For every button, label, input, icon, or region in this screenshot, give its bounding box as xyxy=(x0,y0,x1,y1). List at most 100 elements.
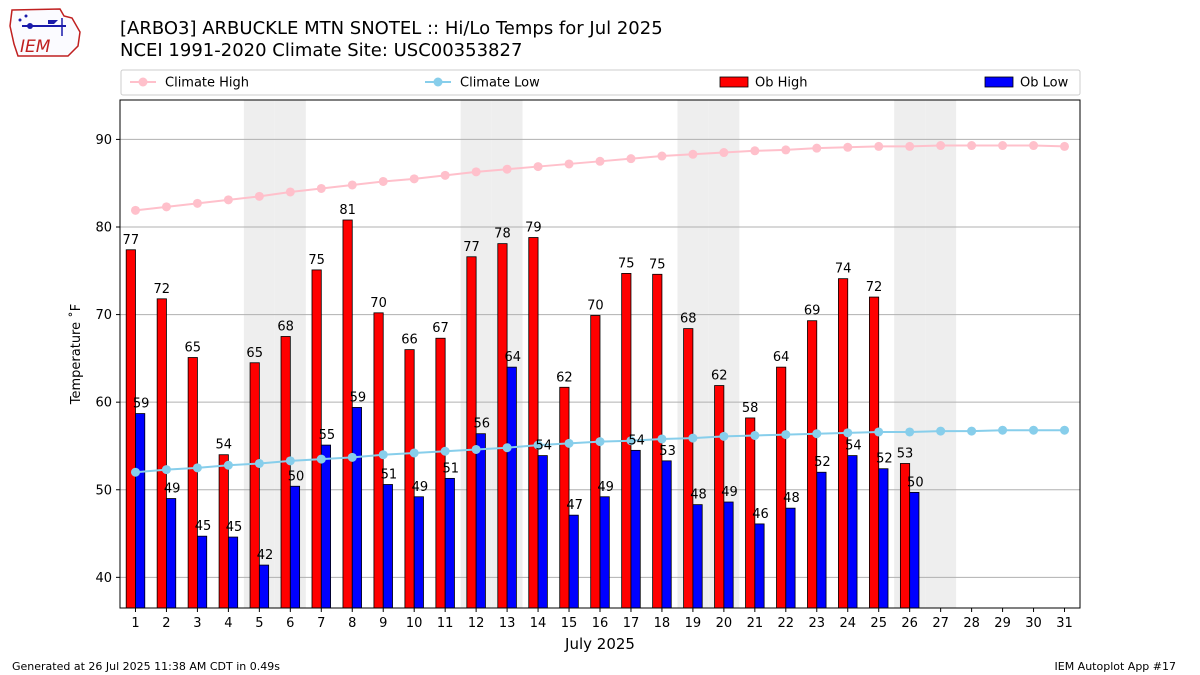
climate-high-point xyxy=(533,162,543,172)
ob-high-label: 75 xyxy=(308,253,325,268)
ob-low-bar-12 xyxy=(475,433,486,609)
ob-high-label: 54 xyxy=(215,438,232,453)
x-tick-label: 26 xyxy=(901,616,918,631)
x-tick-label: 7 xyxy=(317,616,325,631)
climate-high-point xyxy=(688,149,698,159)
ob-low-label: 48 xyxy=(783,491,800,506)
ob-high-label: 64 xyxy=(773,350,790,365)
climate-low-point xyxy=(936,426,946,436)
climate-lines xyxy=(130,141,1070,477)
weekend-band-27 xyxy=(925,100,957,608)
climate-high-point xyxy=(936,141,946,151)
climate-high-point xyxy=(564,159,574,169)
ob-low-label: 49 xyxy=(412,480,429,495)
climate-high-point xyxy=(316,183,326,193)
climate-low-point xyxy=(626,436,636,446)
y-axis-label: Temperature ˚F xyxy=(68,304,84,405)
x-tick-label: 29 xyxy=(994,616,1011,631)
ob-low-label: 49 xyxy=(597,480,614,495)
x-tick-label: 15 xyxy=(561,616,578,631)
ob-low-bar-4 xyxy=(227,536,239,609)
ob-low-bar-24 xyxy=(847,455,858,609)
ob-low-label: 51 xyxy=(443,461,460,476)
climate-high-point xyxy=(223,195,233,205)
x-tick-label: 2 xyxy=(162,616,170,631)
ob-low-bar-7 xyxy=(320,444,331,609)
climate-high-point xyxy=(626,154,636,164)
x-tick-label: 14 xyxy=(530,616,547,631)
ob-low-label: 64 xyxy=(504,350,521,365)
y-tick-label: 50 xyxy=(95,483,112,498)
ob-low-label: 55 xyxy=(319,428,336,443)
ob-high-label: 62 xyxy=(556,370,573,385)
climate-high-point xyxy=(719,148,729,158)
ob-high-label: 74 xyxy=(835,262,852,277)
y-gridlines xyxy=(120,138,1080,578)
climate-high-point xyxy=(285,187,295,197)
ob-high-bar-19 xyxy=(683,328,694,609)
climate-low-point xyxy=(812,429,822,439)
climate-low-point xyxy=(285,456,295,466)
ob-high-label: 75 xyxy=(649,257,666,272)
logo-text: IEM xyxy=(20,37,51,57)
ob-high-label: 67 xyxy=(432,321,449,336)
climate-low-point xyxy=(440,446,450,456)
x-tick-label: 6 xyxy=(286,616,294,631)
ob-low-bar-15 xyxy=(568,514,579,609)
y-tick-label: 90 xyxy=(95,133,112,148)
climate-low-point xyxy=(254,458,264,468)
ob-low-bar-1 xyxy=(135,413,146,609)
climate-high-point xyxy=(440,170,450,180)
climate-low-point xyxy=(1029,425,1039,435)
y-tick-label: 60 xyxy=(95,396,112,411)
climate-high-point xyxy=(378,176,388,186)
ob-high-label: 66 xyxy=(401,333,418,348)
climate-low-point xyxy=(688,433,698,443)
ob-high-bar-9 xyxy=(373,312,384,609)
climate-high-point xyxy=(967,141,977,151)
climate-low-point xyxy=(161,465,171,475)
ob-low-bar-22 xyxy=(785,507,796,609)
ob-high-label: 65 xyxy=(184,341,201,356)
legend-frame xyxy=(120,69,1081,96)
weekend-shading xyxy=(243,100,957,608)
ob-high-label: 70 xyxy=(587,298,604,313)
chart-title: [ARBO3] ARBUCKLE MTN SNOTEL :: Hi/Lo Tem… xyxy=(120,18,663,39)
ob-low-label: 42 xyxy=(257,548,274,563)
ob-high-bar-22 xyxy=(776,366,787,609)
ob-low-bar-10 xyxy=(413,496,424,609)
climate-low-point xyxy=(378,450,388,460)
ob-high-bar-5 xyxy=(249,362,260,609)
ob-low-bar-3 xyxy=(197,535,208,609)
ob-low-label: 53 xyxy=(659,444,676,459)
climate-high-point xyxy=(1060,141,1070,151)
ob-high-bar-1 xyxy=(125,249,136,609)
ob-low-bar-16 xyxy=(599,496,610,609)
y-tick-label: 70 xyxy=(95,308,112,323)
ob-low-label: 52 xyxy=(876,452,893,467)
ob-low-bar-6 xyxy=(289,485,301,609)
climate-high-point xyxy=(161,202,171,212)
x-tick-label: 3 xyxy=(193,616,201,631)
legend-swatch-ob-low xyxy=(984,76,1014,88)
ob-high-bar-12 xyxy=(466,256,477,609)
climate-low-point xyxy=(192,463,202,473)
climate-low-point xyxy=(843,428,853,438)
ob-high-label: 65 xyxy=(246,346,263,361)
ob-low-label: 54 xyxy=(535,439,552,454)
ob-low-label: 47 xyxy=(566,498,583,513)
x-tick-label: 25 xyxy=(870,616,887,631)
ob-low-bar-2 xyxy=(166,498,177,609)
ob-high-label: 78 xyxy=(494,227,511,242)
ob-low-bar-13 xyxy=(506,366,517,609)
climate-low-point xyxy=(347,452,357,462)
ob-low-label: 46 xyxy=(752,507,769,522)
generated-timestamp: Generated at 26 Jul 2025 11:38 AM CDT in… xyxy=(12,660,280,673)
ob-low-label: 45 xyxy=(195,519,212,534)
legend-label-climate-high: Climate High xyxy=(165,76,249,91)
x-tick-label: 9 xyxy=(379,616,387,631)
x-tick-label: 21 xyxy=(747,616,764,631)
x-tick-label: 22 xyxy=(778,616,795,631)
x-tick-label: 27 xyxy=(932,616,949,631)
